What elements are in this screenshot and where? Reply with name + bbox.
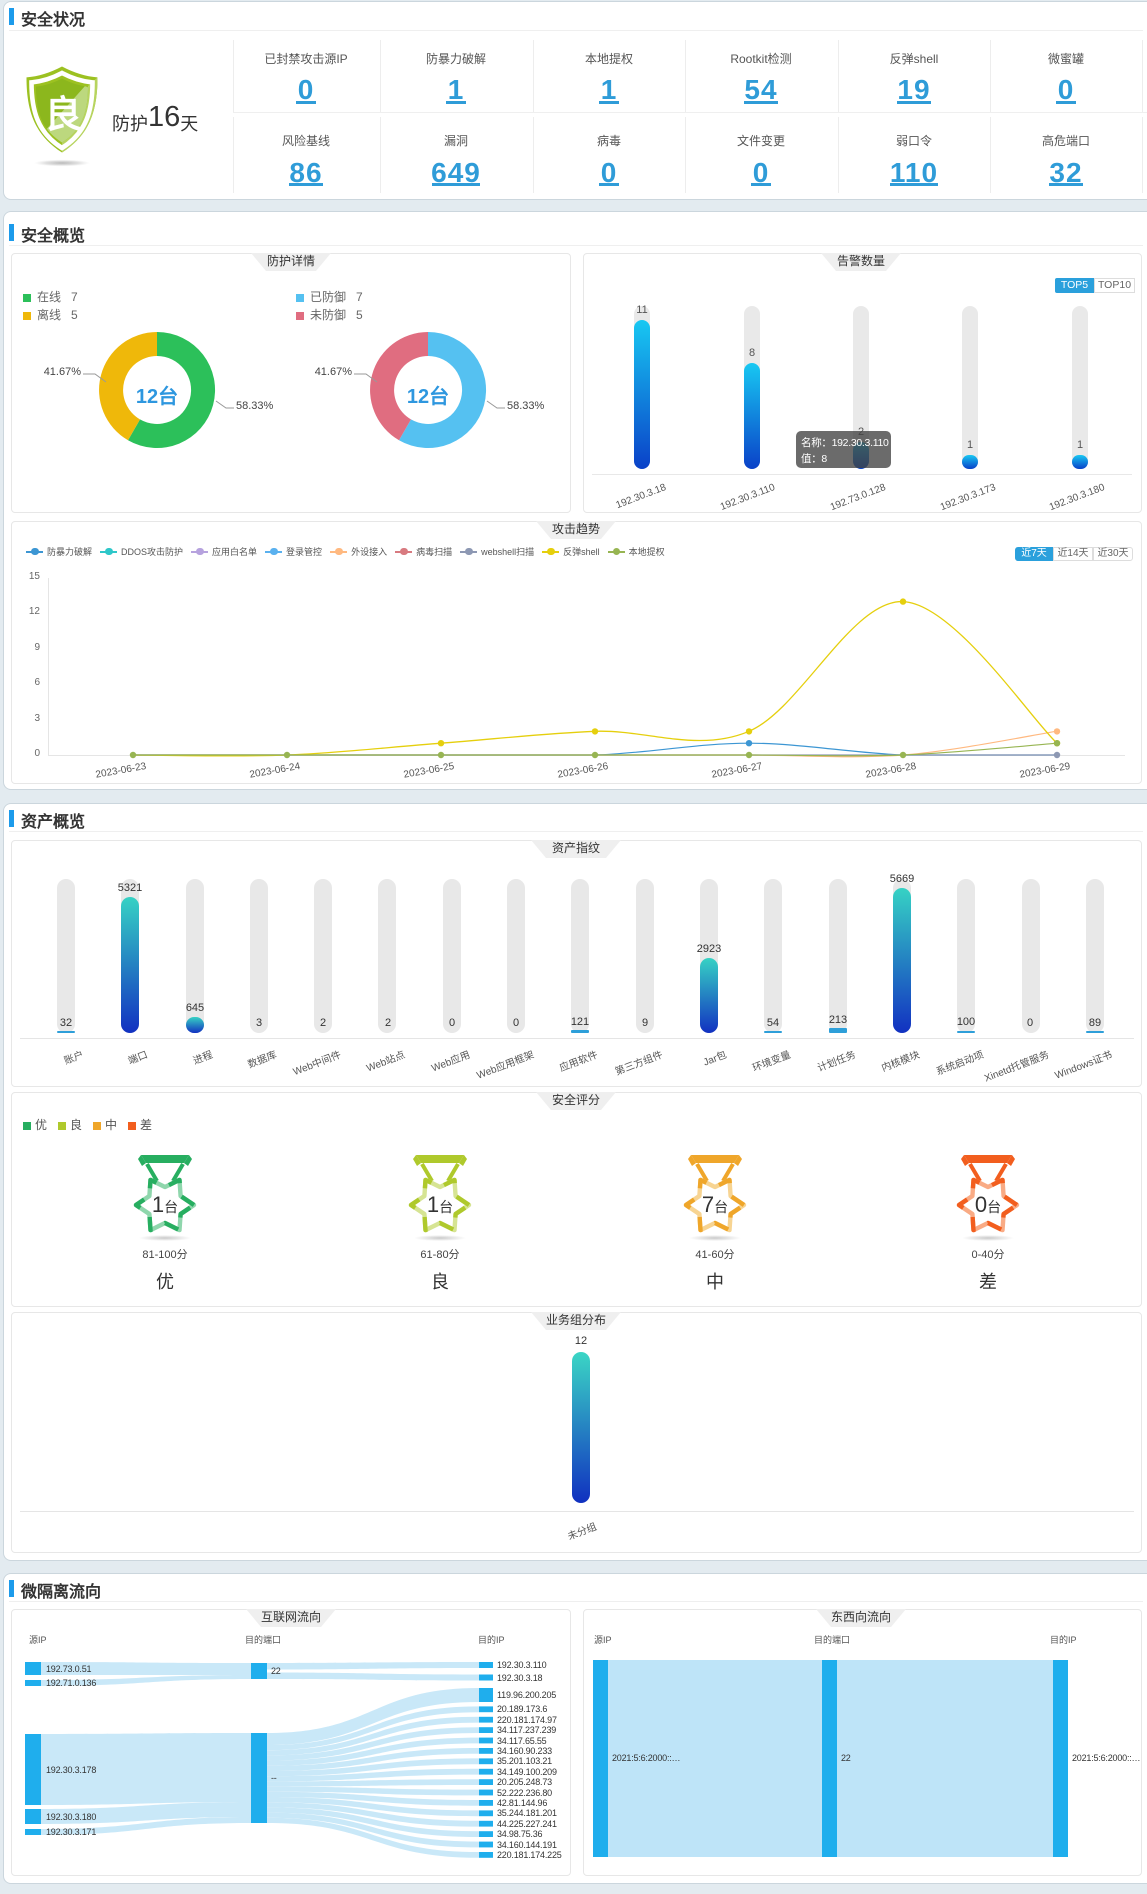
svg-text:良: 良: [45, 93, 82, 135]
